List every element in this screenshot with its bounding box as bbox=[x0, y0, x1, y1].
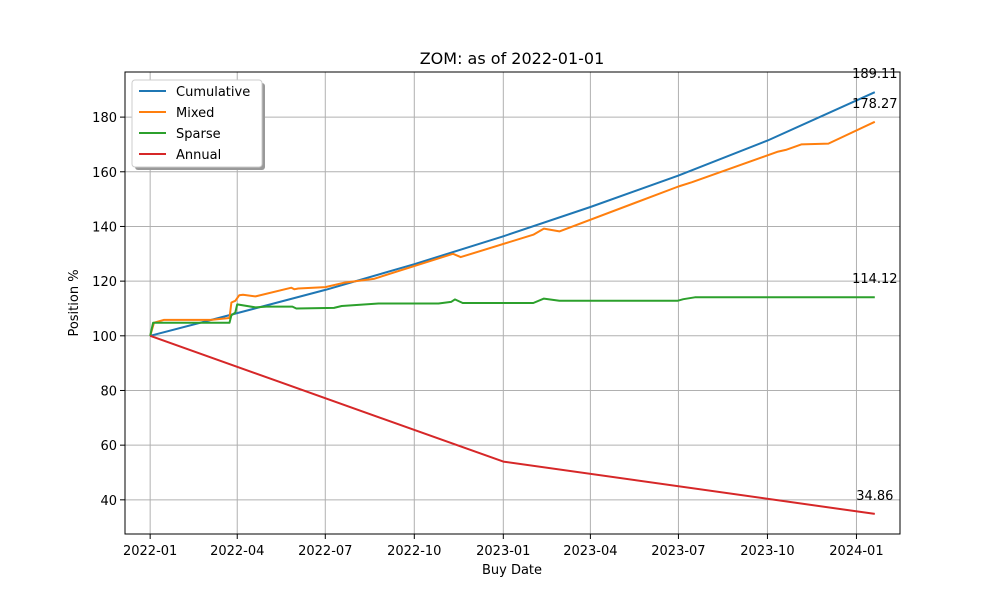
x-tick-label: 2022-07 bbox=[298, 544, 352, 559]
series-layer bbox=[149, 91, 876, 515]
y-tick-label: 140 bbox=[92, 220, 117, 235]
legend-label: Sparse bbox=[176, 127, 221, 142]
series-line-sparse bbox=[149, 296, 875, 337]
x-tick-label: 2022-04 bbox=[210, 544, 264, 559]
end-labels: 189.11 178.27 114.12 34.86 bbox=[852, 67, 898, 504]
plot-frame bbox=[124, 71, 901, 535]
y-tick-label: 80 bbox=[100, 384, 117, 399]
y-tick-label: 180 bbox=[92, 111, 117, 126]
x-axis: 2022-01 2022-04 2022-07 2022-10 2023-01 2023-… bbox=[123, 534, 884, 559]
end-value-label: 114.12 bbox=[852, 272, 898, 287]
x-tick-label: 2023-07 bbox=[651, 544, 705, 559]
chart-title: ZOM: as of 2022-01-01 bbox=[420, 49, 605, 68]
x-tick-label: 2023-04 bbox=[563, 544, 617, 559]
series-line-mixed bbox=[149, 120, 876, 337]
x-tick-label: 2023-10 bbox=[740, 544, 794, 559]
legend-box bbox=[131, 79, 263, 168]
x-tick-label: 2024-01 bbox=[829, 544, 883, 559]
end-value-label: 189.11 bbox=[852, 67, 898, 82]
y-axis: 40 60 80 100 120 140 160 180 bbox=[92, 111, 125, 509]
x-tick-label: 2022-01 bbox=[123, 544, 177, 559]
y-tick-label: 40 bbox=[100, 494, 117, 509]
y-tick-label: 160 bbox=[92, 166, 117, 181]
series-line-cumulative bbox=[149, 91, 876, 337]
y-axis-label: Position % bbox=[67, 269, 82, 336]
series-line-annual bbox=[149, 334, 875, 515]
legend-label: Mixed bbox=[176, 106, 214, 121]
y-tick-label: 60 bbox=[100, 439, 117, 454]
x-axis-label: Buy Date bbox=[482, 563, 542, 578]
y-tick-label: 100 bbox=[92, 330, 117, 345]
x-tick-label: 2023-01 bbox=[476, 544, 530, 559]
legend-label: Annual bbox=[176, 148, 221, 163]
legend: Cumulative Mixed Sparse Annual bbox=[131, 79, 265, 170]
y-tick-label: 120 bbox=[92, 275, 117, 290]
x-tick-label: 2022-10 bbox=[387, 544, 441, 559]
end-value-label: 34.86 bbox=[856, 489, 893, 504]
end-value-label: 178.27 bbox=[852, 97, 898, 112]
legend-label: Cumulative bbox=[176, 85, 250, 100]
